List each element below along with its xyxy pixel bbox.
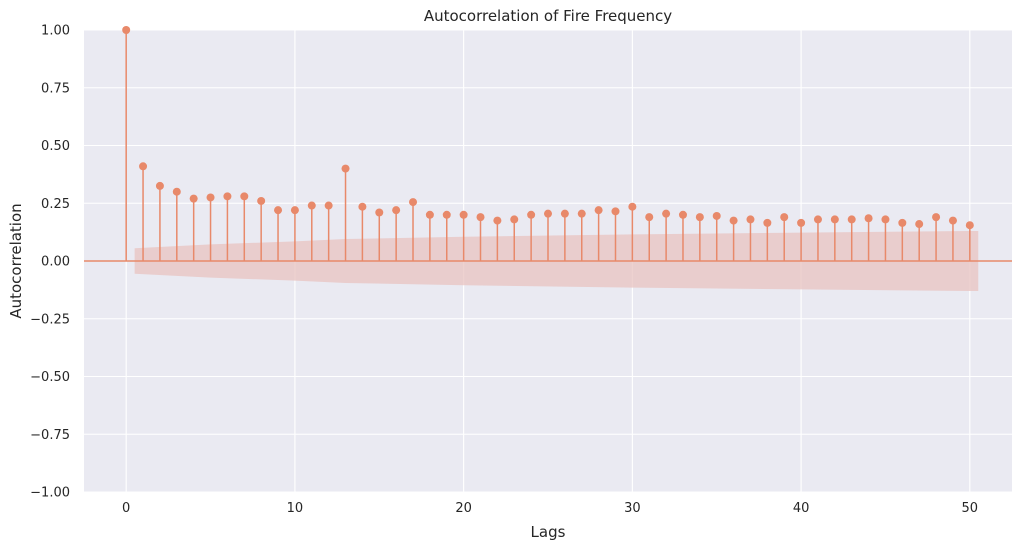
x-tick-label: 10 (287, 501, 304, 516)
stem-marker (510, 215, 519, 224)
chart-title: Autocorrelation of Fire Frequency (424, 7, 672, 25)
stem-marker (881, 215, 890, 224)
stem-marker (915, 220, 924, 229)
stem-marker (358, 202, 367, 211)
stem-marker (527, 210, 536, 219)
stem-marker (763, 218, 772, 227)
stem-marker (813, 215, 822, 224)
stem-marker (847, 215, 856, 224)
stem-marker (122, 26, 131, 34)
stem-marker (442, 210, 451, 219)
stem-marker (341, 164, 350, 173)
stem-marker (560, 209, 569, 218)
x-tick-label: 30 (624, 501, 641, 516)
stem-marker (425, 210, 434, 219)
x-tick-label: 0 (122, 501, 130, 516)
stem-marker (155, 181, 164, 190)
x-tick-label: 40 (793, 501, 810, 516)
stem-marker (459, 210, 468, 219)
stem-marker (864, 214, 873, 223)
y-tick-label: 0.00 (41, 255, 70, 270)
y-tick-label: 1.00 (41, 24, 70, 39)
x-tick-label: 50 (962, 501, 979, 516)
stem-marker (223, 192, 232, 201)
stem-marker (375, 208, 384, 217)
stem-marker (493, 216, 502, 225)
stem-marker (324, 201, 333, 210)
stem-marker (594, 206, 603, 215)
stem-marker (780, 213, 789, 222)
stem-marker (965, 221, 974, 230)
y-tick-label: 0.50 (41, 139, 70, 154)
y-tick-labels: −1.00 −0.75 −0.50 −0.25 0.00 0.25 0.50 0.75 1.00 (30, 24, 70, 501)
stem-marker (932, 213, 941, 222)
stem-marker (139, 162, 148, 171)
stem-marker (172, 187, 181, 196)
stem-marker (307, 201, 316, 210)
stem-marker (729, 216, 738, 225)
stem-marker (257, 196, 266, 205)
stem-marker (830, 215, 839, 224)
stem-marker (948, 216, 957, 225)
stem-marker (290, 206, 299, 215)
y-tick-label: −0.75 (30, 428, 70, 443)
y-axis-title: Autocorrelation (7, 203, 25, 318)
stem-marker (628, 202, 637, 211)
stem-marker (645, 213, 654, 222)
y-tick-label: 0.75 (41, 81, 70, 96)
stem-marker (662, 209, 671, 218)
stem-marker (240, 192, 249, 201)
stem-marker (678, 210, 687, 219)
x-tick-labels: 0 10 20 30 40 50 (122, 501, 978, 516)
stem-marker (544, 209, 552, 218)
y-tick-label: 0.25 (41, 197, 70, 212)
stem-marker (746, 215, 755, 224)
stem-marker (695, 213, 704, 222)
stem-marker (206, 193, 215, 202)
x-tick-label: 20 (455, 501, 472, 516)
stem-marker (898, 218, 907, 227)
stem-marker (797, 218, 806, 227)
y-tick-label: −0.50 (30, 370, 70, 385)
y-tick-label: −0.25 (30, 312, 70, 327)
stem-marker (392, 206, 401, 215)
stem-marker (712, 211, 721, 220)
x-axis-title: Lags (531, 523, 566, 541)
stem-marker (274, 206, 283, 215)
y-tick-label: −1.00 (30, 486, 70, 501)
stem-marker (409, 198, 418, 207)
stem-marker (476, 213, 485, 222)
stems-layer (122, 26, 974, 261)
stem-marker (611, 207, 620, 216)
stem-marker (577, 209, 586, 218)
stem-marker (189, 194, 198, 203)
